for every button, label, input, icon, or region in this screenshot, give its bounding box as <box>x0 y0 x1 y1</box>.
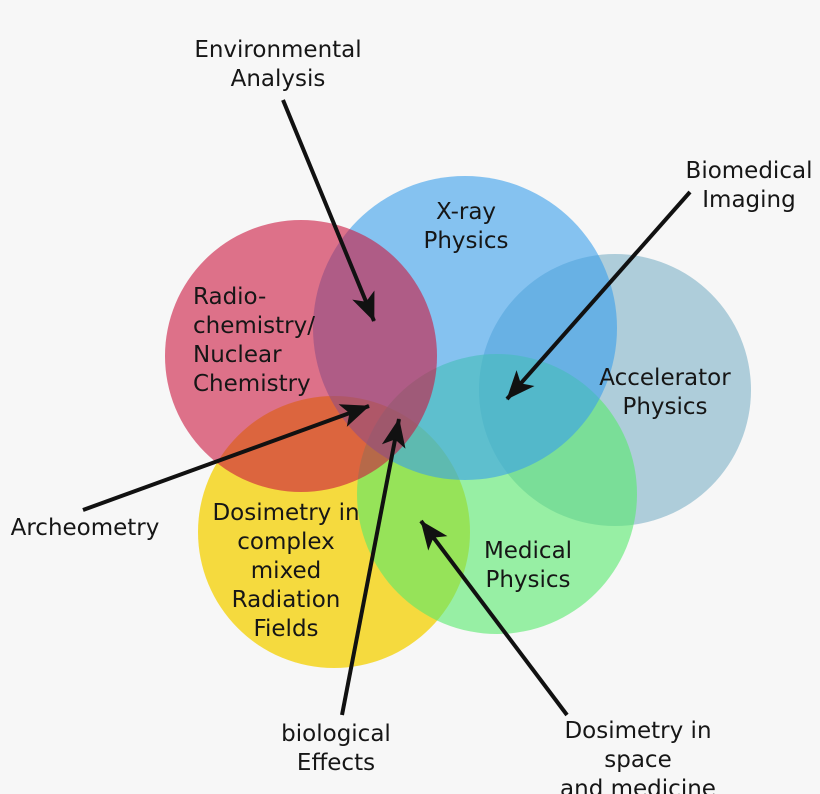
label-accelerator-physics: Accelerator Physics <box>599 365 731 420</box>
arrow-biological-effects <box>340 418 406 716</box>
callout-dosimetry-in-space-and-medicine: Dosimetry in space and medicine <box>560 718 716 794</box>
arrow-archeometry <box>82 404 370 512</box>
callout-biomedical-imaging: Biomedical Imaging <box>685 158 813 213</box>
label-radiochemistry-nuclear-chemistry: Radio- chemistry/ Nuclear Chemistry <box>193 284 315 397</box>
label-dosimetry-complex-mixed-radiation-fields: Dosimetry in complex mixed Radiation Fie… <box>212 500 360 642</box>
callout-environmental-analysis: Environmental Analysis <box>194 37 362 92</box>
callout-archeometry: Archeometry <box>10 515 160 541</box>
label-medical-physics: Medical Physics <box>483 538 573 593</box>
callout-biological-effects: biological Effects <box>281 721 391 776</box>
arrow-environmental-analysis <box>281 99 376 322</box>
arrow-dosimetry-in-space-and-medicine <box>419 519 569 717</box>
label-xray-physics: X-ray Physics <box>423 199 509 254</box>
arrow-biomedical-imaging <box>505 190 692 401</box>
